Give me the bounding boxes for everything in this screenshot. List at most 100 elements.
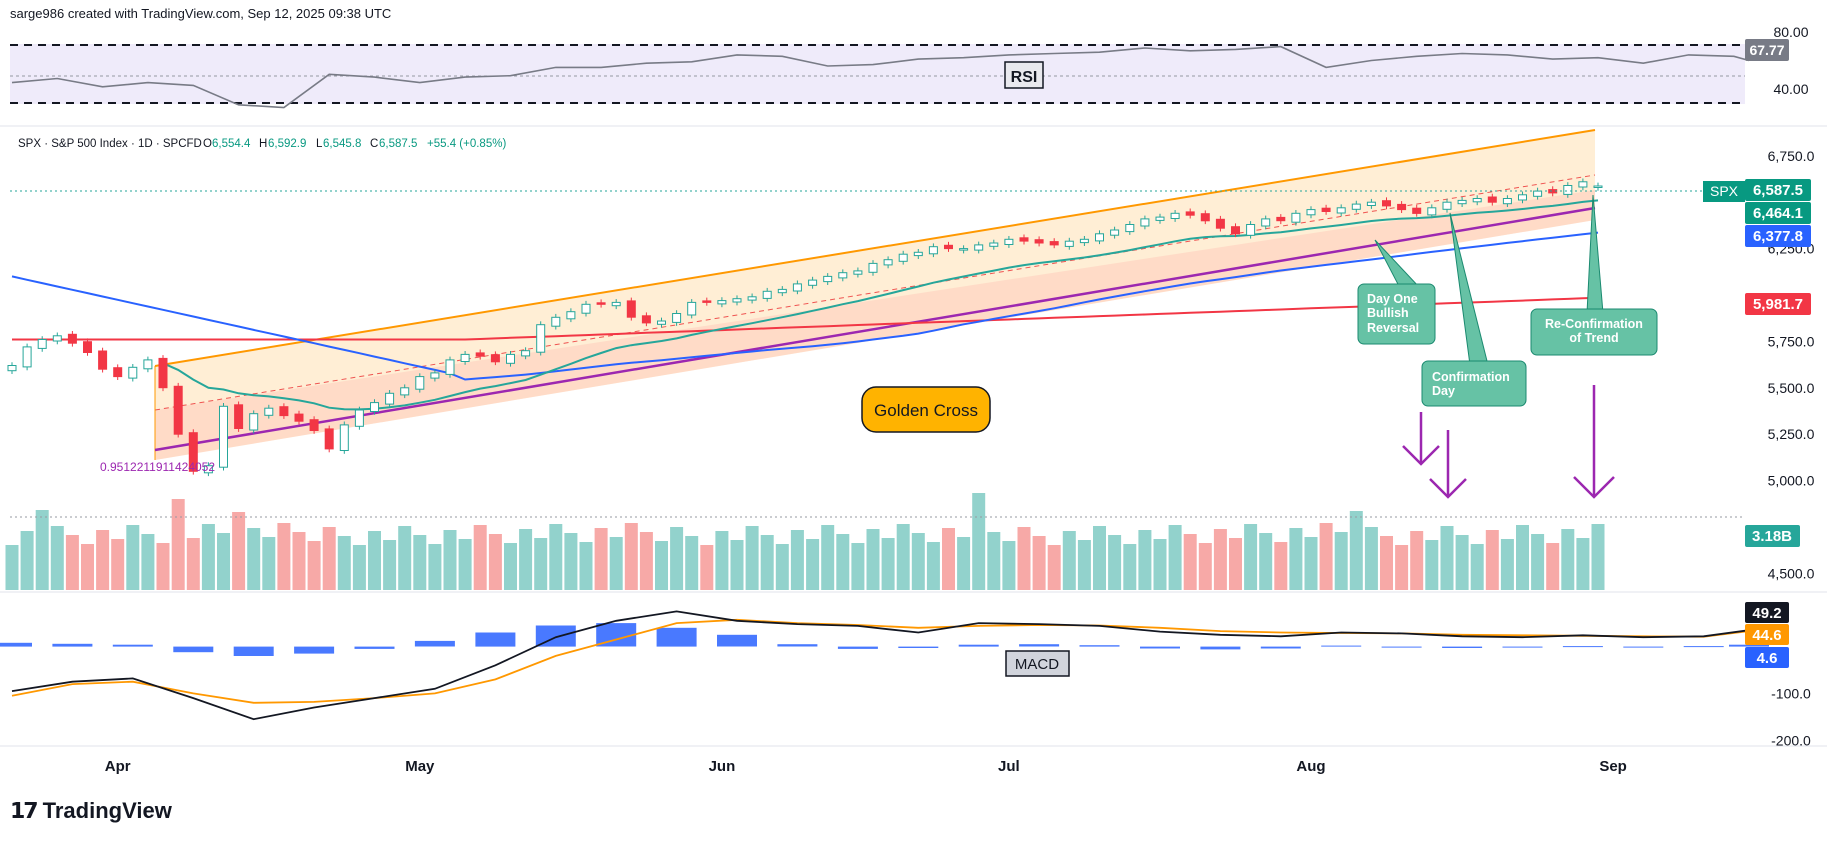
candle [1276,216,1286,222]
candle [385,392,395,405]
candle [219,405,228,468]
volume-bar [896,524,910,590]
candle [490,354,500,363]
macd-hist-bar [837,646,878,649]
volume-bar [96,530,110,590]
ohlc-o-label: O [203,138,212,150]
callout-reconfirmation-line2: of Trend [1569,331,1618,345]
rsi-value-text: 67.77 [1749,42,1784,58]
candle [324,428,334,450]
candle [1366,201,1376,206]
golden-cross-text: Golden Cross [874,401,978,420]
candle [566,311,576,320]
price-tick: 5,250.0 [1768,426,1815,442]
candle [1034,239,1044,244]
volume-bar [1183,534,1197,590]
volume-bar [322,527,336,590]
macd-pane: MACD -100.0 -200.0 49.2 44.6 4.6 [0,602,1811,748]
volume-bar [5,545,19,590]
volume-bar [1334,532,1348,590]
candle [52,335,62,342]
macd-axis[interactable]: -100.0 -200.0 [1771,685,1811,748]
candle [354,409,364,427]
volume-bar [1123,544,1137,590]
candle [279,406,289,417]
candle [717,300,727,305]
candle [1215,218,1225,229]
candle [974,244,984,251]
candle [536,324,546,353]
volume-bar [1304,537,1318,590]
time-axis[interactable]: Apr May Jun Jul Aug Sep [105,758,1627,775]
volume-bar [141,534,155,590]
volume-bar [836,534,850,590]
volume-bar [806,539,820,590]
candle [596,302,606,305]
candle [460,353,470,362]
candle [913,251,923,257]
candle [853,270,863,275]
price-tick: 5,500.0 [1768,380,1815,396]
macd-hist-bar [1321,645,1362,647]
candle [1336,207,1346,214]
ohlc-l-label: L [316,138,323,150]
candle [83,341,92,354]
tradingview-logo[interactable]: 𝟭𝟳 TradingView [10,798,172,824]
candle [1427,207,1437,216]
volume-bar [111,539,125,590]
chart-credit: sarge986 created with TradingView.com, S… [10,6,392,21]
candle [113,367,123,378]
signal-value-text: 44.6 [1752,627,1781,644]
candle [702,300,712,303]
volume-bar [670,527,684,590]
ohlc-low: 6,545.8 [323,138,361,150]
volume-bar [50,526,64,590]
callout-day-one-line3: Reversal [1367,321,1419,335]
candle [128,366,138,379]
time-tick: Jun [709,758,736,775]
volume-bar [1349,511,1363,590]
volume-bar [458,539,472,590]
candle [1563,185,1573,195]
golden-cross-badge [861,386,991,433]
candle [747,296,757,301]
candle [143,359,153,370]
macd-signal-line [11,618,1750,704]
candle [762,290,772,299]
volume-bar [1516,525,1529,590]
candle [1246,224,1256,236]
volume-bar [1470,544,1484,590]
candle [1185,211,1195,216]
candle [732,298,742,303]
rsi-pane: RSI 80.00 40.00 67.77 [10,24,1809,109]
candle [7,365,17,372]
volume-bar [1576,538,1590,590]
volume-bar [534,538,548,590]
callout-confirmation [1421,360,1527,407]
volume-bar [1213,529,1227,590]
volume-bar [1500,539,1514,590]
volume-bar [217,533,230,590]
volume-bar [730,540,744,590]
volume-bar [1591,524,1605,590]
macd-hist-bar [958,644,999,647]
price-axis[interactable]: 6,750.06,250.05,750.05,500.05,250.05,000… [1768,148,1815,582]
candle [1397,203,1407,211]
volume-bar [760,535,774,590]
volume-bar [1455,535,1469,590]
candle [1155,216,1165,221]
volume-bar [579,542,593,590]
macd-hist-bar [1562,646,1603,648]
volume-bar [1032,536,1046,590]
macd-hist-bar [1079,645,1120,647]
volume-bar [987,532,1001,590]
macd-value-tag [1745,602,1789,623]
macd-hist-bar [173,646,214,653]
sma50-tag [1745,225,1811,247]
volume-bar [368,531,381,590]
candle [1231,226,1240,235]
candle [1472,198,1482,203]
volume-bar [1047,545,1061,590]
candle [838,272,848,279]
